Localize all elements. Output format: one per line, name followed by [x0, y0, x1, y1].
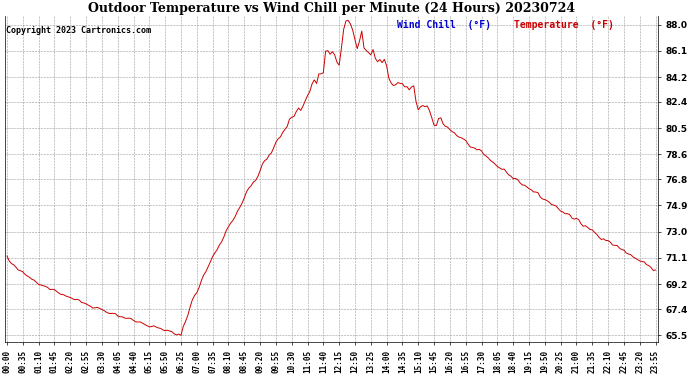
Text: Copyright 2023 Cartronics.com: Copyright 2023 Cartronics.com — [6, 26, 151, 35]
Text: Temperature  (°F): Temperature (°F) — [514, 20, 614, 30]
Text: Wind Chill  (°F): Wind Chill (°F) — [397, 20, 491, 30]
Title: Outdoor Temperature vs Wind Chill per Minute (24 Hours) 20230724: Outdoor Temperature vs Wind Chill per Mi… — [88, 2, 575, 15]
